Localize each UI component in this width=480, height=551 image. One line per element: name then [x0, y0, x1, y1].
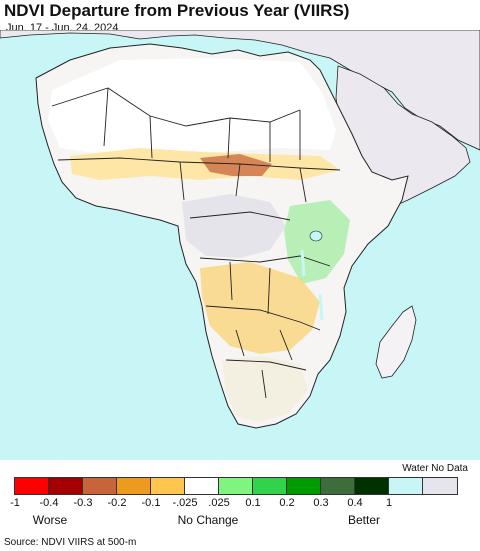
legend-tick-label: -.025 — [172, 497, 198, 509]
europe-middle-east-land — [0, 29, 480, 151]
legend-tick-label: -0.2 — [107, 497, 127, 509]
legend-swatch — [355, 478, 389, 494]
water-no-data-label: Water No Data — [402, 463, 468, 474]
lake-malawi — [318, 293, 324, 321]
legend-swatch — [389, 478, 423, 494]
country-borders — [51, 87, 341, 399]
madagascar — [375, 305, 417, 379]
legend-tick-label: -0.4 — [39, 497, 59, 509]
legend-swatch — [253, 478, 287, 494]
legend-swatch — [151, 478, 185, 494]
legend-swatch — [423, 478, 457, 494]
legend-no-change-label: No Change — [177, 513, 239, 527]
legend-tick-label: 1 — [385, 497, 393, 509]
legend-tick-label: -0.3 — [73, 497, 93, 509]
legend-tick-label: .025 — [208, 497, 230, 509]
lake-tanganyika — [300, 249, 306, 277]
source-note: Source: NDVI VIIRS at 500-m — [4, 537, 137, 548]
legend-swatch — [219, 478, 253, 494]
legend-tick-label: 0.3 — [313, 497, 329, 509]
legend-better-label: Better — [347, 513, 381, 527]
legend-swatch — [287, 478, 321, 494]
legend-tick-label: 0.1 — [245, 497, 261, 509]
ndvi-map — [0, 29, 480, 460]
legend-tick-label: 0.4 — [347, 497, 363, 509]
legend-swatch — [321, 478, 355, 494]
africa-map-svg — [0, 29, 480, 460]
legend-swatch — [49, 478, 83, 494]
central-africa-masked — [182, 194, 286, 258]
legend-colorbar — [14, 477, 458, 495]
legend-swatch — [15, 478, 49, 494]
legend-swatch — [185, 478, 219, 494]
map-title: NDVI Departure from Previous Year (VIIRS… — [4, 1, 350, 20]
lake-victoria — [309, 230, 323, 242]
legend-worse-label: Worse — [32, 513, 68, 527]
sahara-region — [48, 58, 336, 154]
southern-africa-decline — [200, 262, 320, 354]
legend-tick-label: -1 — [10, 497, 20, 509]
legend: Water No Data -1 -0.4 -0.3 -0.2 -0.1 -.025 .02… — [0, 460, 480, 530]
sahel-decline-core — [200, 154, 272, 176]
legend-tick-label: 0.2 — [279, 497, 295, 509]
legend-swatch — [117, 478, 151, 494]
east-africa-greening — [284, 200, 350, 284]
legend-tick-label: -0.1 — [141, 497, 161, 509]
legend-swatch — [83, 478, 117, 494]
